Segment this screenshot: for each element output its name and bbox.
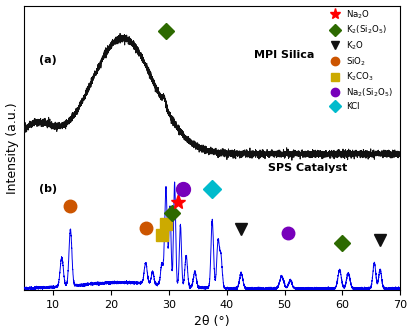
Y-axis label: Intensity (a.u.): Intensity (a.u.): [5, 103, 19, 194]
Text: MPI Silica: MPI Silica: [254, 50, 315, 60]
Legend: Na$_2$O, K$_2$(Si$_2$O$_5$), K$_2$O, SiO$_2$, K$_2$CO$_3$, Na$_2$(Si$_2$O$_5$), : Na$_2$O, K$_2$(Si$_2$O$_5$), K$_2$O, SiO…: [323, 5, 396, 114]
X-axis label: 2θ (°): 2θ (°): [195, 315, 230, 328]
Text: (a): (a): [38, 55, 56, 65]
Text: SPS Catalyst: SPS Catalyst: [268, 163, 347, 173]
Text: (b): (b): [38, 183, 57, 193]
